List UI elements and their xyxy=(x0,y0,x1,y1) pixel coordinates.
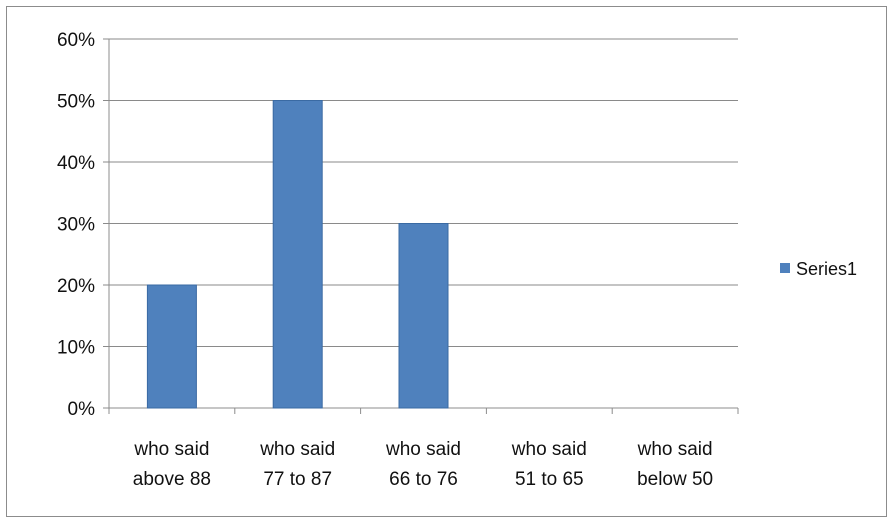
legend-label-series1: Series1 xyxy=(796,259,857,279)
y-tick-label: 60% xyxy=(57,30,95,51)
y-tick-label: 30% xyxy=(57,215,95,236)
y-tick-label: 0% xyxy=(68,399,96,420)
x-tick-label: above 88 xyxy=(133,469,211,490)
bar-series xyxy=(146,100,449,409)
y-axis: 0% 10% 20% 30% 40% 50% 60% xyxy=(57,30,110,420)
bar-2 xyxy=(272,100,323,409)
x-tick-label: 66 to 76 xyxy=(389,469,458,490)
x-tick-label: below 50 xyxy=(637,469,713,490)
x-tick-label: who said xyxy=(133,439,209,460)
x-tick-label: 51 to 65 xyxy=(515,469,584,490)
y-tick-label: 50% xyxy=(57,92,95,113)
y-tick-label: 40% xyxy=(57,153,95,174)
x-tick-label: who said xyxy=(259,439,335,460)
gridlines xyxy=(103,38,738,409)
bar-1 xyxy=(146,284,197,409)
y-tick-label: 10% xyxy=(57,338,95,359)
x-tick-label: who said xyxy=(637,439,713,460)
legend: Series1 xyxy=(780,259,857,279)
legend-swatch-series1 xyxy=(780,263,790,273)
bar-3 xyxy=(398,223,449,409)
x-tick-label: who said xyxy=(385,439,461,460)
y-tick-label: 20% xyxy=(57,276,95,297)
x-axis: who said above 88 who said 77 to 87 who said… xyxy=(108,408,739,490)
x-tick-label: who said xyxy=(511,439,587,460)
x-tick-label: 77 to 87 xyxy=(263,469,332,490)
